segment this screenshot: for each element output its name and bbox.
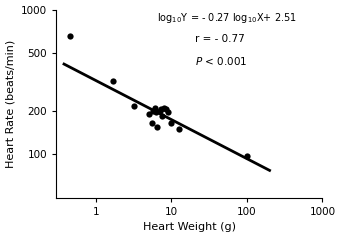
- Point: [163, 107, 169, 111]
- Point: [157, 109, 162, 113]
- Point: [168, 121, 174, 125]
- Point: [244, 154, 250, 158]
- Point: [149, 121, 154, 125]
- Text: $P$ < 0.001: $P$ < 0.001: [195, 55, 247, 67]
- Point: [152, 106, 157, 109]
- Point: [153, 110, 158, 114]
- Point: [154, 125, 160, 129]
- Text: log$_{10}$Y = - 0.27 log$_{10}$X+ 2.51: log$_{10}$Y = - 0.27 log$_{10}$X+ 2.51: [158, 11, 297, 25]
- Y-axis label: Heart Rate (beats/min): Heart Rate (beats/min): [5, 40, 16, 168]
- Text: r = - 0.77: r = - 0.77: [195, 34, 244, 44]
- Point: [161, 106, 167, 109]
- Point: [110, 79, 116, 83]
- Point: [176, 127, 181, 131]
- Point: [158, 107, 163, 111]
- Point: [151, 109, 156, 113]
- Point: [67, 34, 72, 38]
- Point: [165, 110, 170, 114]
- Point: [131, 104, 137, 108]
- Point: [146, 112, 151, 116]
- Point: [159, 114, 165, 118]
- X-axis label: Heart Weight (g): Heart Weight (g): [143, 223, 236, 233]
